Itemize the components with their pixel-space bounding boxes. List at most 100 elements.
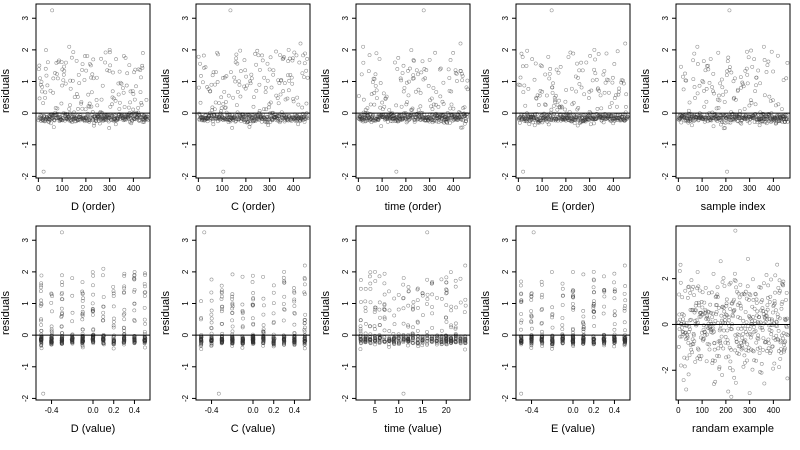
data-point (39, 80, 44, 84)
data-point (289, 75, 294, 80)
data-point (139, 102, 144, 107)
data-point (201, 80, 205, 85)
data-point (749, 48, 753, 53)
data-point (142, 294, 147, 298)
data-point (701, 80, 706, 85)
data-point (720, 373, 724, 377)
data-point (546, 122, 551, 127)
data-point (90, 301, 95, 306)
data-point (365, 106, 370, 111)
y-tick-label: -2 (501, 172, 510, 180)
data-point (55, 111, 60, 116)
data-point (224, 100, 228, 104)
data-point (745, 72, 750, 77)
data-point (695, 286, 700, 291)
data-point (535, 93, 540, 98)
data-point (90, 270, 95, 274)
data-point (416, 341, 420, 346)
data-point (704, 99, 709, 104)
data-point (55, 72, 59, 76)
data-point (453, 284, 458, 289)
data-point (210, 105, 215, 110)
data-point (742, 353, 747, 358)
data-point (423, 76, 427, 81)
data-point (765, 63, 770, 67)
data-point (709, 290, 714, 295)
data-point (251, 332, 255, 337)
data-point (291, 56, 295, 61)
data-point (415, 286, 420, 291)
data-point (588, 54, 592, 58)
data-point (449, 308, 453, 313)
data-point (103, 60, 107, 65)
data-point (80, 345, 85, 350)
data-point (540, 64, 544, 69)
data-point (557, 98, 561, 103)
data-point (281, 318, 286, 323)
data-point (602, 294, 607, 299)
data-point (699, 300, 704, 304)
data-point (776, 102, 781, 107)
data-point (549, 8, 554, 13)
data-point (220, 304, 225, 309)
data-point (420, 293, 425, 298)
data-point (696, 347, 701, 352)
data-point (575, 123, 580, 128)
data-point (768, 99, 773, 103)
data-point (727, 318, 731, 323)
data-point (297, 60, 302, 65)
data-point (612, 340, 617, 345)
data-point (743, 310, 748, 314)
data-point (126, 105, 131, 110)
x-tick-label: 400 (287, 184, 301, 193)
data-point (389, 118, 393, 123)
data-point (768, 349, 773, 354)
data-point (747, 120, 752, 125)
data-point (276, 101, 281, 106)
data-point (772, 361, 777, 366)
data-point (751, 277, 755, 282)
data-point (400, 71, 405, 75)
data-point (70, 78, 75, 83)
data-point (537, 93, 542, 98)
data-point (731, 314, 735, 319)
data-point (111, 70, 115, 75)
data-point (359, 339, 363, 344)
data-point (529, 339, 534, 344)
data-point (781, 78, 786, 82)
data-point (560, 316, 565, 320)
y-tick-label: 0 (181, 332, 190, 337)
data-point (122, 329, 127, 333)
data-point (425, 341, 430, 346)
data-point (300, 71, 305, 76)
data-point (740, 346, 745, 351)
data-point (407, 117, 412, 122)
data-point (757, 315, 762, 319)
data-point (224, 74, 229, 79)
data-point (760, 328, 765, 333)
data-point (220, 288, 224, 293)
data-point (596, 52, 601, 56)
data-point (717, 365, 722, 370)
data-point (716, 306, 721, 310)
data-point (756, 68, 761, 73)
data-point (419, 70, 424, 75)
data-point (523, 103, 528, 108)
data-point (550, 337, 555, 342)
data-point (465, 112, 469, 116)
data-point (76, 107, 80, 111)
data-point (444, 319, 449, 324)
data-point (132, 287, 137, 292)
data-point (80, 309, 85, 314)
data-point (767, 328, 772, 332)
data-point (785, 376, 790, 381)
data-point (529, 298, 534, 302)
data-point (382, 337, 386, 342)
data-point (250, 316, 255, 321)
data-point (94, 75, 99, 80)
y-axis-label: residuals (0, 68, 12, 113)
data-point (540, 329, 544, 334)
data-point (771, 366, 776, 371)
